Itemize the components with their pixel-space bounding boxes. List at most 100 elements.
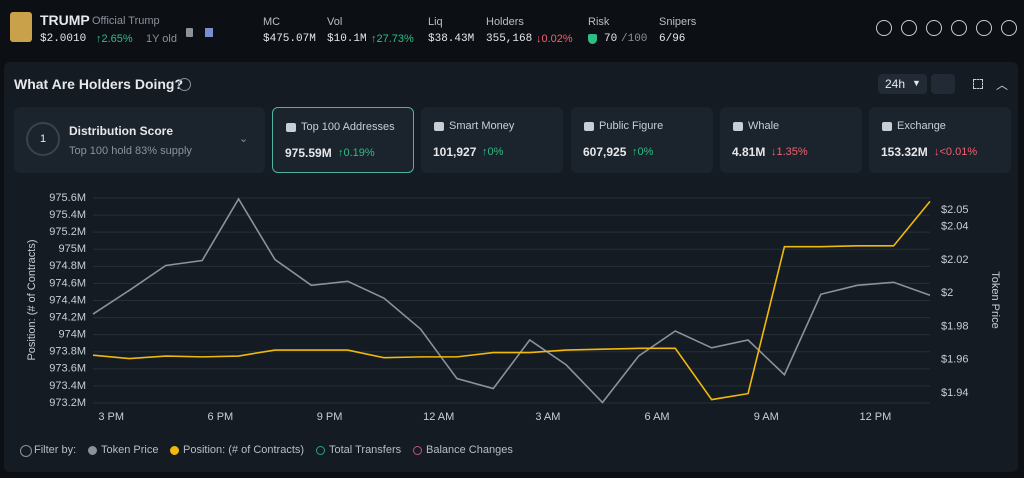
- range-select[interactable]: 24h ▼: [878, 74, 927, 94]
- price-change: ↑2.65%: [96, 33, 133, 45]
- series-line: [92, 200, 931, 401]
- distribution-title: Distribution Score: [69, 124, 174, 138]
- stat-label: Snipers: [659, 16, 697, 28]
- panel-title: What Are Holders Doing?: [14, 76, 184, 92]
- y-tick-label: 974.4M: [49, 294, 86, 306]
- metric-card[interactable]: Exchange 153.32M ↓<0.01%: [869, 107, 1011, 173]
- y2-tick-label: $1.96: [941, 354, 969, 366]
- collapse-button[interactable]: ︿: [996, 78, 1009, 92]
- y2-axis-title: Token Price: [989, 271, 1001, 328]
- y2-tick-label: $2.02: [941, 254, 969, 266]
- card-value: 607,925: [583, 145, 627, 159]
- card-title: Whale: [748, 120, 780, 132]
- y2-tick-label: $1.94: [941, 387, 969, 399]
- toolbar-button[interactable]: [951, 20, 967, 36]
- toolbar-button[interactable]: [926, 20, 942, 36]
- stat-suffix: /100: [621, 33, 648, 45]
- y2-tick-label: $1.98: [941, 320, 969, 332]
- metric-card[interactable]: Whale 4.81M ↓1.35%: [720, 107, 862, 173]
- y-tick-label: 973.8M: [49, 346, 86, 358]
- y2-tick-label: $2.05: [941, 204, 969, 216]
- token-age: 1Y old: [146, 33, 177, 45]
- x-tick-label: 9 PM: [317, 411, 343, 423]
- stat-label: Liq: [428, 16, 443, 28]
- card-icon: [434, 122, 444, 131]
- y-tick-label: 974M: [58, 329, 86, 341]
- y-tick-label: 974.6M: [49, 277, 86, 289]
- stat-value: $10.1M: [327, 33, 367, 45]
- token-name: Official Trump: [92, 15, 160, 27]
- toolbar-button[interactable]: [876, 20, 892, 36]
- stat-value: $475.07M: [263, 33, 316, 45]
- y-tick-label: 975M: [58, 243, 86, 255]
- toolbar-button[interactable]: [901, 20, 917, 36]
- distribution-card[interactable]: 1 Distribution Score Top 100 hold 83% su…: [14, 107, 265, 173]
- x-tick-label: 6 PM: [208, 411, 234, 423]
- calendar-button[interactable]: [931, 74, 955, 94]
- card-value: 153.32M: [881, 145, 928, 159]
- x-tick-label: 12 PM: [860, 411, 892, 423]
- y-tick-label: 974.8M: [49, 260, 86, 272]
- risk-icon: [588, 34, 597, 44]
- x-tick-label: 3 PM: [98, 411, 124, 423]
- series-line: [92, 197, 931, 404]
- card-icon: [733, 122, 743, 131]
- y-tick-label: 973.2M: [49, 397, 86, 409]
- y-tick-label: 973.6M: [49, 363, 86, 375]
- card-title: Top 100 Addresses: [301, 121, 395, 133]
- x-tick-label: 9 AM: [754, 411, 779, 423]
- legend-item[interactable]: Balance Changes: [426, 444, 513, 456]
- metric-card[interactable]: Smart Money 101,927 ↑0%: [421, 107, 563, 173]
- y-tick-label: 974.2M: [49, 311, 86, 323]
- card-change: ↑0%: [632, 146, 654, 158]
- legend-marker[interactable]: [170, 446, 179, 455]
- x-tick-label: 12 AM: [423, 411, 454, 423]
- legend-item[interactable]: Position: (# of Contracts): [183, 444, 305, 456]
- card-change: ↑0%: [482, 146, 504, 158]
- range-label: 24h: [885, 77, 906, 91]
- stat-change: ↑27.73%: [371, 33, 414, 45]
- toolbar-button[interactable]: [976, 20, 992, 36]
- legend-marker[interactable]: [413, 446, 422, 455]
- chain-select[interactable]: [205, 28, 227, 37]
- score: 1: [26, 122, 60, 156]
- info-icon[interactable]: [178, 78, 191, 91]
- stat-value: $38.43M: [428, 33, 475, 45]
- info-icon: [20, 445, 32, 457]
- card-title: Exchange: [897, 120, 946, 132]
- card-icon: [286, 123, 296, 132]
- fullscreen-button[interactable]: [973, 79, 983, 89]
- y-axis-title: Position: (# of Contracts): [26, 239, 38, 360]
- token-symbol: TRUMP: [40, 12, 90, 28]
- stat-label: Risk: [588, 16, 610, 28]
- y-tick-label: 975.4M: [49, 209, 86, 221]
- token-price: $2.0010: [40, 33, 87, 45]
- stat-label: Holders: [486, 16, 524, 28]
- legend-marker[interactable]: [316, 446, 325, 455]
- x-tick-label: 3 AM: [535, 411, 560, 423]
- copy-icon[interactable]: [186, 28, 193, 37]
- card-change: ↑0.19%: [338, 147, 375, 159]
- metric-card[interactable]: Public Figure 607,925 ↑0%: [571, 107, 713, 173]
- stat-value: 70: [604, 33, 618, 45]
- legend-marker[interactable]: [88, 446, 97, 455]
- card-value: 975.59M: [285, 146, 332, 160]
- stat-label: Vol: [327, 16, 343, 28]
- card-value: 101,927: [433, 145, 477, 159]
- card-value: 4.81M: [732, 145, 766, 159]
- distribution-subtitle: Top 100 hold 83% supply: [69, 145, 192, 157]
- card-icon: [882, 122, 892, 131]
- legend-item[interactable]: Total Transfers: [329, 444, 402, 456]
- y-tick-label: 975.2M: [49, 226, 86, 238]
- token-logo: [10, 12, 32, 42]
- toolbar-button[interactable]: [1001, 20, 1017, 36]
- card-title: Smart Money: [449, 120, 515, 132]
- y2-tick-label: $2: [941, 287, 953, 299]
- legend-item[interactable]: Token Price: [101, 444, 159, 456]
- stat-label: MC: [263, 16, 281, 28]
- y2-tick-label: $2.04: [941, 221, 969, 233]
- y-tick-label: 973.4M: [49, 380, 86, 392]
- metric-card[interactable]: Top 100 Addresses 975.59M ↑0.19%: [272, 107, 414, 173]
